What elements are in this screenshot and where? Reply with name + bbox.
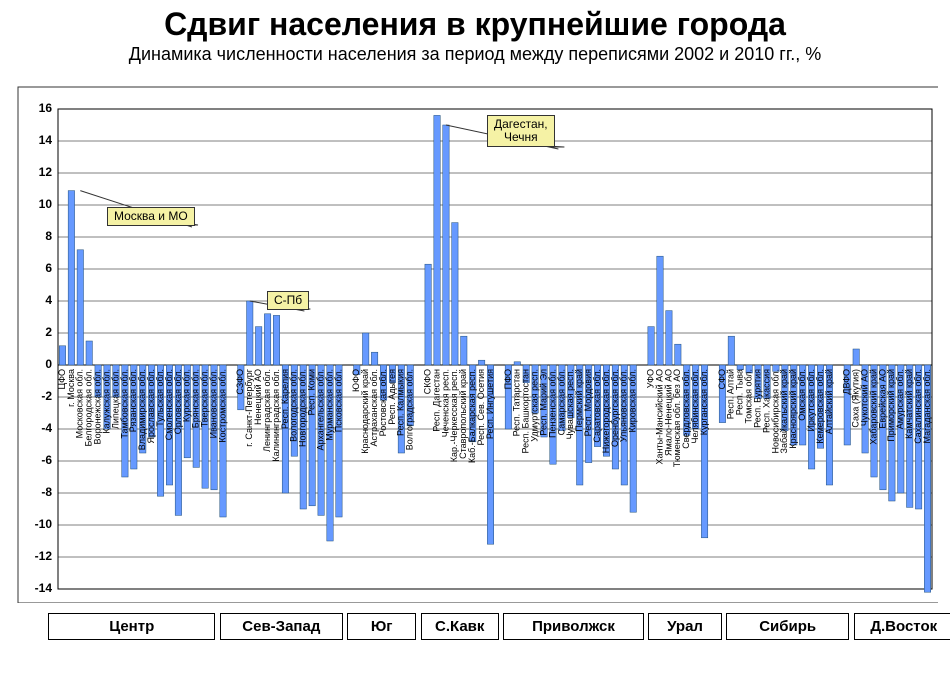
chart-title: Сдвиг населения в крупнейшие города [0, 8, 950, 42]
region-box: Сев-Запад [220, 613, 343, 640]
bar [362, 333, 368, 365]
bar [77, 249, 83, 364]
x-category-label: Респ. Ингушетия [485, 368, 495, 438]
bar [514, 361, 520, 364]
x-category-label: Курганская обл. [699, 369, 709, 435]
region-box: С.Кавк [421, 613, 499, 640]
y-tick-label: 6 [45, 261, 52, 275]
chart-subtitle: Динамика численности населения за период… [0, 44, 950, 65]
bar [247, 301, 253, 365]
callout-label: Москва и МО [107, 207, 195, 226]
y-tick-label: -10 [35, 517, 53, 531]
bar [273, 315, 279, 365]
bar [675, 344, 681, 365]
x-category-label: Костромская обл. [217, 369, 227, 443]
plot-outer-border [18, 87, 938, 603]
y-tick-label: -8 [41, 485, 52, 499]
y-tick-label: -2 [41, 389, 52, 403]
region-legend-row: ЦентрСев-ЗападЮгС.КавкПриволжскУралСибир… [0, 613, 950, 640]
y-tick-label: 8 [45, 229, 52, 243]
x-category-label: Кировская обл. [628, 369, 638, 432]
y-tick-label: 2 [45, 325, 52, 339]
bar [255, 326, 261, 364]
y-tick-label: 14 [39, 133, 53, 147]
bar [452, 222, 458, 364]
bar [434, 115, 440, 365]
chart-container: -14-12-10-8-6-4-20246810121416ЦФОг. Моск… [12, 83, 938, 603]
bar [461, 336, 467, 365]
x-category-label: Алтайский край [824, 369, 834, 434]
callout-label: С-Пб [267, 291, 309, 310]
bar [264, 313, 270, 364]
bar-chart: -14-12-10-8-6-4-20246810121416ЦФОг. Моск… [12, 83, 938, 603]
y-tick-label: 16 [39, 101, 53, 115]
bar [59, 345, 65, 364]
x-category-label: Волгоградская обл. [405, 369, 415, 450]
bar [666, 310, 672, 364]
y-tick-label: -6 [41, 453, 52, 467]
region-box: Центр [48, 613, 215, 640]
bar [853, 349, 859, 365]
region-box: Приволжск [503, 613, 644, 640]
y-tick-label: 4 [45, 293, 52, 307]
bar [728, 336, 734, 365]
bar [648, 326, 654, 364]
region-box: Урал [648, 613, 722, 640]
y-tick-label: 0 [45, 357, 52, 371]
y-tick-label: 12 [39, 165, 53, 179]
plot-border [58, 109, 932, 589]
region-box: Юг [347, 613, 416, 640]
callout-label: Дагестан,Чечня [487, 115, 555, 147]
x-category-label: Магаданская обл. [922, 369, 932, 443]
region-box: Д.Восток [854, 613, 950, 640]
bar [478, 360, 484, 365]
bar [68, 190, 74, 364]
bar [371, 352, 377, 365]
y-tick-label: -4 [41, 421, 52, 435]
y-tick-label: -14 [35, 581, 53, 595]
bar [86, 341, 92, 365]
bar [425, 264, 431, 365]
y-tick-label: 10 [39, 197, 53, 211]
bar [443, 125, 449, 365]
region-box: Сибирь [726, 613, 849, 640]
x-category-label: Псковская обл. [333, 369, 343, 432]
y-tick-label: -12 [35, 549, 53, 563]
bar [657, 256, 663, 365]
